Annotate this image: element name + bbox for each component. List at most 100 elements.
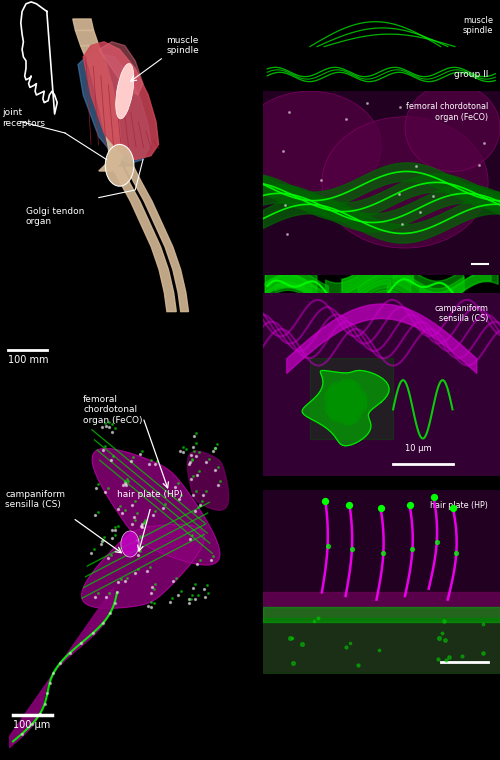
Point [188,589,196,601]
Polygon shape [326,379,367,423]
Polygon shape [94,84,117,106]
Point [288,632,296,644]
Point [102,440,110,452]
Point [198,496,206,508]
Polygon shape [99,42,143,95]
Point [310,70,318,82]
Point [434,653,442,665]
Point [122,475,130,487]
Point [280,145,287,157]
Point [212,442,220,454]
Point [188,453,196,465]
Point [46,677,54,689]
Point [44,687,52,699]
Point [178,441,186,453]
Text: campaniform
sensilla (CS): campaniform sensilla (CS) [434,303,488,323]
Text: group Ib: group Ib [350,347,388,356]
Point [190,430,198,442]
Point [442,633,450,645]
Text: hair plate (HP): hair plate (HP) [117,490,182,499]
Polygon shape [188,451,228,510]
Point [458,650,466,662]
Polygon shape [126,167,188,312]
Point [406,499,413,511]
Point [133,507,141,519]
Point [146,561,154,573]
Polygon shape [82,524,204,608]
Point [428,190,436,202]
Point [128,499,136,511]
Point [354,659,362,671]
Point [214,438,222,450]
Point [192,437,200,449]
Point [110,422,118,434]
Point [147,596,155,608]
Point [99,616,107,629]
Point [185,593,193,605]
Point [108,426,116,438]
Point [138,521,145,533]
Point [97,537,105,549]
Circle shape [106,144,134,186]
Polygon shape [112,167,176,312]
Point [148,454,156,467]
Point [129,451,137,463]
Point [106,606,114,619]
Point [192,485,200,497]
Polygon shape [73,19,94,30]
Point [346,499,354,511]
Point [105,587,113,599]
Point [206,553,214,565]
Point [195,465,203,477]
Point [104,482,112,494]
Text: hair plate (HP): hair plate (HP) [430,501,488,510]
Point [362,97,370,109]
Point [102,420,110,432]
Point [94,505,102,518]
Polygon shape [92,448,220,565]
Point [174,589,182,601]
Point [140,514,148,526]
Point [102,591,110,603]
Point [340,14,347,26]
Point [342,641,350,653]
Ellipse shape [239,328,382,426]
Point [342,113,350,125]
Point [427,9,435,21]
Point [310,615,318,627]
Point [280,198,288,211]
Point [178,489,186,501]
Point [122,479,130,491]
Point [314,612,322,624]
Point [214,461,222,473]
Point [448,6,456,18]
Point [91,509,99,521]
Point [151,578,159,590]
Point [395,188,403,201]
Point [430,492,438,504]
Point [150,583,158,595]
Point [154,454,162,467]
Point [318,394,326,406]
Ellipse shape [116,64,134,119]
Point [449,19,457,31]
Point [346,637,354,649]
Point [131,495,139,507]
Point [194,589,202,601]
Point [191,505,199,517]
Polygon shape [88,65,112,84]
Point [286,632,294,644]
Point [110,521,118,533]
Ellipse shape [370,334,488,452]
Point [204,587,212,599]
Point [99,444,107,456]
Point [208,445,216,458]
Point [118,507,126,519]
Point [104,553,112,565]
Point [322,495,330,507]
Point [120,575,128,587]
Point [110,528,118,540]
Point [28,717,36,730]
Point [108,532,116,544]
Point [398,218,406,230]
